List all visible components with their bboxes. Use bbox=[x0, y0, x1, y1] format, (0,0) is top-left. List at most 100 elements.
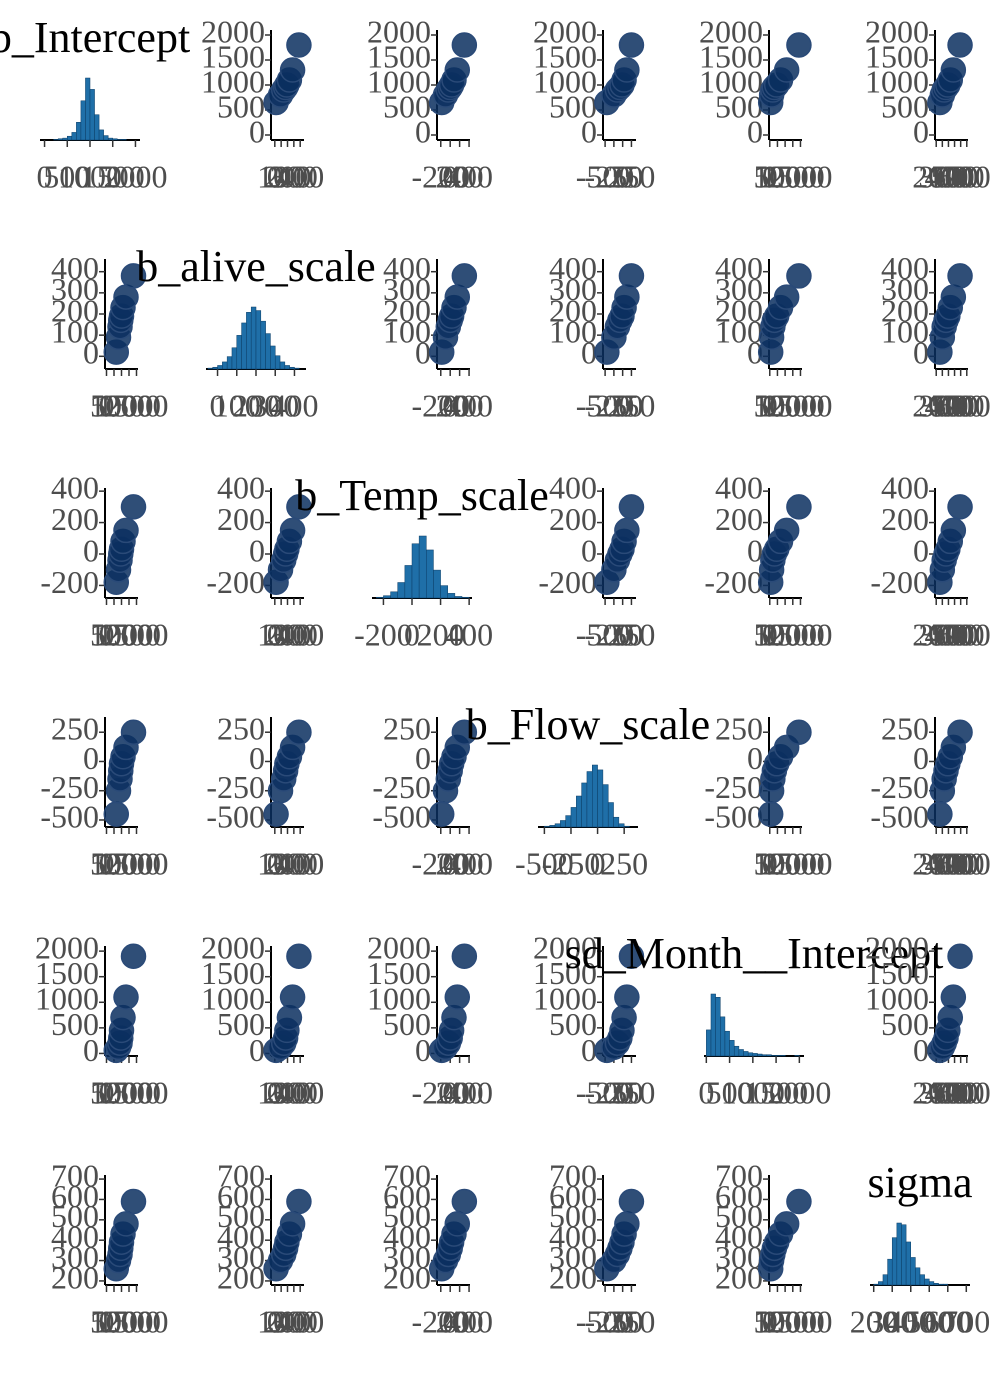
y-tick-label: 1500 bbox=[201, 955, 265, 991]
scatter-point bbox=[947, 263, 973, 289]
scatter-point bbox=[614, 284, 640, 310]
x-tick-label: 400 bbox=[445, 1074, 493, 1110]
y-tick-label: 1500 bbox=[367, 38, 431, 74]
x-tick-label: 0 bbox=[762, 387, 778, 423]
y-tick-label: 500 bbox=[881, 88, 929, 124]
scatter-point bbox=[618, 263, 645, 289]
x-tick-label: 1000 bbox=[753, 845, 817, 881]
x-tick-label: 300 bbox=[918, 616, 966, 652]
x-tick-label: 2000 bbox=[105, 1303, 169, 1339]
histogram-bar bbox=[743, 1051, 749, 1057]
y-tick-label: 0 bbox=[913, 532, 929, 568]
scatter-point bbox=[757, 801, 784, 827]
scatter-point bbox=[786, 263, 812, 289]
y-tick-label: 600 bbox=[217, 1178, 265, 1214]
y-tick-label: 1000 bbox=[699, 63, 763, 99]
histogram-bar bbox=[586, 771, 593, 828]
x-tick-label: 1500 bbox=[97, 845, 161, 881]
scatter-point bbox=[773, 1211, 800, 1237]
x-tick-label: 500 bbox=[905, 1303, 953, 1339]
x-tick-label: 100 bbox=[257, 158, 305, 194]
y-tick-label: 400 bbox=[715, 250, 763, 286]
y-tick-label: 100 bbox=[881, 313, 929, 349]
y-tick-label: 500 bbox=[549, 1006, 597, 1042]
x-tick-label: -500 bbox=[576, 616, 635, 652]
x-tick-label: -250 bbox=[585, 616, 644, 652]
scatter-point bbox=[279, 57, 306, 83]
x-tick-label: -250 bbox=[542, 845, 601, 881]
x-tick-label: 300 bbox=[918, 845, 966, 881]
scatter-point bbox=[940, 984, 967, 1010]
x-tick-label: 200 bbox=[850, 1303, 898, 1339]
x-tick-label: 300 bbox=[251, 387, 299, 423]
x-tick-label: 100 bbox=[213, 387, 261, 423]
y-tick-label: 500 bbox=[881, 1006, 929, 1042]
histogram-bar bbox=[924, 1278, 930, 1286]
scatter-point bbox=[286, 32, 312, 58]
histogram-bar bbox=[706, 1029, 712, 1057]
histogram-bar bbox=[882, 1274, 888, 1286]
x-tick-label: 600 bbox=[937, 158, 985, 194]
x-tick-label: 400 bbox=[924, 616, 972, 652]
y-tick-label: 300 bbox=[715, 1239, 763, 1275]
histogram-bar bbox=[549, 825, 556, 828]
histogram-bar bbox=[103, 135, 109, 141]
x-tick-label: 2000 bbox=[105, 845, 169, 881]
y-tick-label: 200 bbox=[217, 1259, 265, 1295]
scatter-point bbox=[103, 801, 129, 827]
histogram-bar bbox=[231, 347, 238, 370]
histogram-bar bbox=[724, 1030, 730, 1057]
x-tick-label: 1500 bbox=[81, 158, 145, 194]
y-tick-label: 0 bbox=[581, 1032, 597, 1068]
x-tick-label: 1000 bbox=[90, 1303, 154, 1339]
histogram-bar bbox=[217, 365, 223, 370]
y-tick-label: 1500 bbox=[533, 38, 597, 74]
y-tick-label: -500 bbox=[372, 798, 431, 834]
x-tick-label: 0 bbox=[267, 158, 283, 194]
x-tick-label: 2000 bbox=[768, 158, 832, 194]
histogram-bar bbox=[919, 1274, 925, 1286]
y-tick-label: 0 bbox=[83, 740, 99, 776]
histogram-bar bbox=[433, 569, 441, 599]
y-tick-label: 2000 bbox=[533, 13, 597, 49]
x-tick-label: 400 bbox=[445, 616, 493, 652]
x-tick-label: 200 bbox=[264, 845, 312, 881]
histogram-bar bbox=[94, 114, 100, 141]
histogram-bar bbox=[236, 335, 242, 370]
x-tick-label: 400 bbox=[887, 1303, 935, 1339]
x-tick-label: 700 bbox=[943, 158, 991, 194]
x-tick-label: 0 bbox=[762, 616, 778, 652]
scatter-point bbox=[428, 801, 455, 827]
histogram-bar bbox=[112, 138, 118, 141]
histogram-bar bbox=[873, 1283, 879, 1286]
x-tick-label: 1000 bbox=[90, 845, 154, 881]
x-tick-label: 500 bbox=[706, 1074, 754, 1110]
y-tick-label: 250 bbox=[715, 711, 763, 747]
x-tick-label: 400 bbox=[924, 1074, 972, 1110]
scatter-point bbox=[451, 943, 478, 969]
x-tick-label: 500 bbox=[753, 845, 801, 881]
scatter-point bbox=[286, 943, 312, 969]
y-tick-label: 2000 bbox=[533, 929, 597, 965]
y-tick-label: 500 bbox=[549, 88, 597, 124]
x-tick-label: 0 bbox=[442, 387, 458, 423]
x-tick-label: 300 bbox=[270, 158, 318, 194]
scatter-point bbox=[120, 1188, 147, 1215]
histogram-bar bbox=[901, 1224, 907, 1286]
x-tick-label: 0 bbox=[99, 1303, 115, 1339]
x-tick-label: 2000 bbox=[103, 158, 167, 194]
y-tick-label: -200 bbox=[40, 564, 99, 600]
x-tick-label: 100 bbox=[257, 845, 305, 881]
y-tick-label: 0 bbox=[249, 113, 265, 149]
y-tick-label: 400 bbox=[51, 250, 99, 286]
scatter-point bbox=[279, 1211, 306, 1237]
histogram-bar bbox=[270, 345, 276, 370]
x-tick-label: 200 bbox=[264, 158, 312, 194]
histogram-bar bbox=[729, 1040, 735, 1057]
x-tick-label: 500 bbox=[753, 616, 801, 652]
histogram-bar bbox=[107, 137, 113, 141]
x-tick-label: -250 bbox=[585, 1074, 644, 1110]
y-tick-label: 400 bbox=[51, 469, 99, 505]
y-tick-label: -500 bbox=[704, 798, 763, 834]
